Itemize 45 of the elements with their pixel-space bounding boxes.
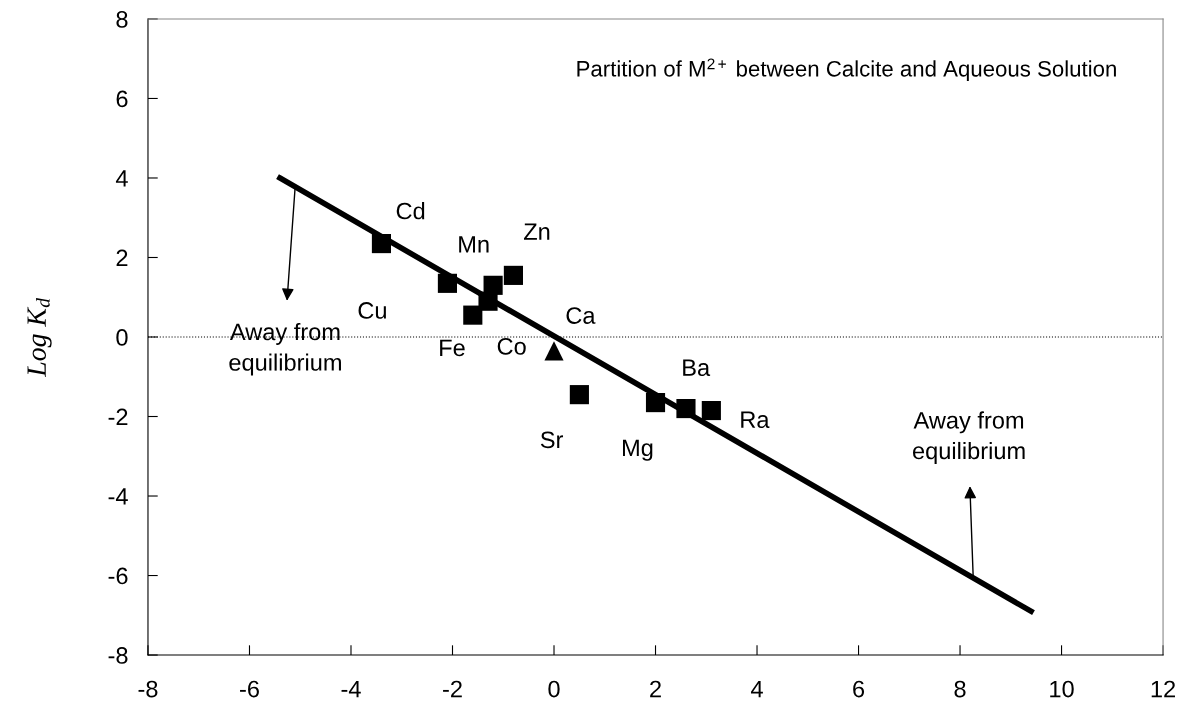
y-tick-label: -8 — [108, 647, 128, 664]
annotation: Away from equilibrium — [229, 322, 341, 376]
annotation: Ba — [683, 359, 711, 377]
annotation: Mn — [459, 236, 489, 253]
x-tick-label: 6 — [853, 680, 865, 698]
annotation: Co — [497, 338, 526, 355]
point — [503, 265, 523, 285]
annotation: Zn — [523, 223, 550, 240]
x-tick-label: 10 — [1050, 680, 1074, 698]
point — [437, 273, 457, 293]
point — [569, 385, 589, 405]
point — [676, 398, 696, 419]
point — [701, 400, 721, 421]
point — [478, 291, 498, 311]
y-tick-label: 6 — [116, 90, 128, 108]
annotation: Ra — [741, 411, 770, 428]
x-tick-label: -6 — [240, 680, 259, 698]
point — [544, 341, 564, 361]
text: Partition of M$^{2+}$ between Calcite and Aqueous Solution — [577, 58, 1116, 82]
y-tick-label: 4 — [115, 170, 128, 187]
point — [645, 393, 666, 413]
x-tick-label: 2 — [650, 680, 661, 698]
annotation: Ca — [566, 307, 596, 324]
annotation: Mg — [623, 439, 653, 461]
y-tick-label: -6 — [108, 567, 128, 585]
y-tick-label: 2 — [116, 249, 128, 267]
x-tick-label: -4 — [341, 680, 361, 698]
x-tick-label: -8 — [138, 680, 158, 698]
x-tick-label: 12 — [1151, 680, 1175, 698]
annotation: Fe — [440, 339, 465, 357]
annotation: Away from equilibrium — [912, 411, 1025, 464]
x-tick-label: 0 — [548, 680, 560, 698]
annotation: Cu — [358, 302, 386, 319]
annotation: Cd — [396, 202, 425, 220]
y-axis-title: Log K$_{d}$ — [27, 298, 52, 378]
point — [463, 305, 483, 325]
y-tick-label: -2 — [108, 408, 128, 426]
annotation: Sr — [540, 431, 564, 449]
x-tick-label: 4 — [751, 680, 763, 698]
y-tick-label: 0 — [116, 329, 128, 346]
x-tick-label: -2 — [443, 680, 462, 698]
y-tick-label: -4 — [108, 488, 128, 505]
x-tick-label: 8 — [954, 680, 966, 698]
y-tick-label: 8 — [116, 11, 128, 28]
point — [371, 234, 392, 254]
